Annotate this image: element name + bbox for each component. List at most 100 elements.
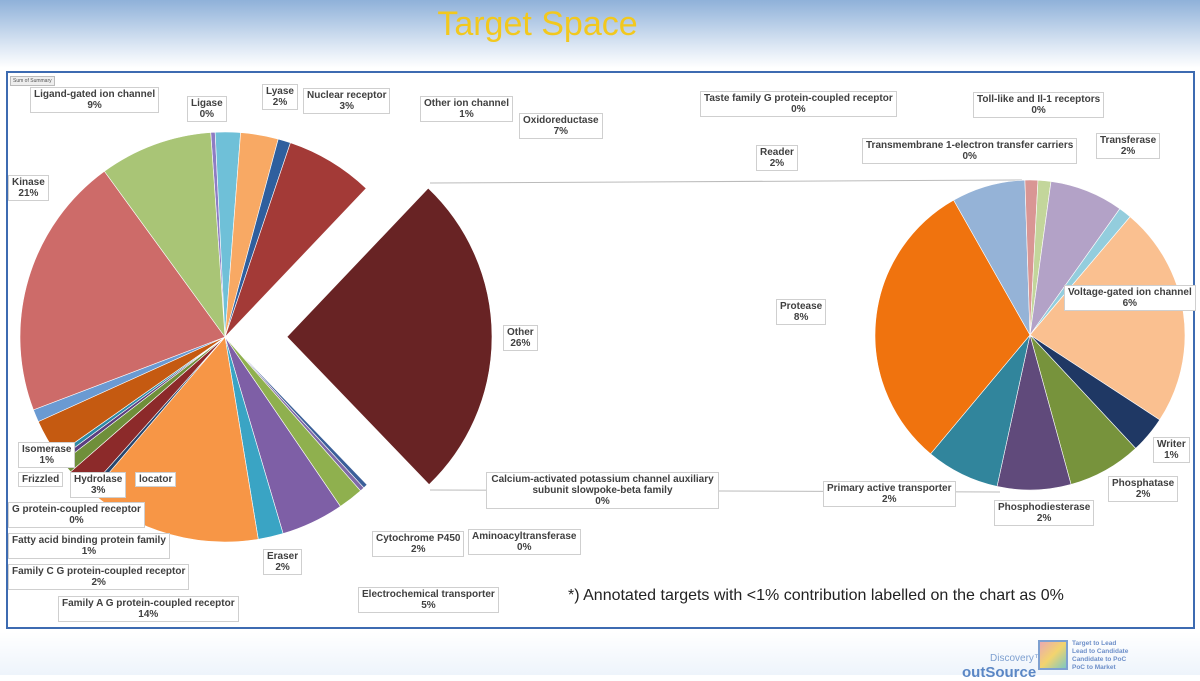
- label-percent: 0%: [595, 496, 610, 507]
- label-percent: 6%: [1122, 298, 1138, 309]
- secondary-data-label: Primary active transporter 2%: [823, 481, 956, 507]
- secondary-slice-protease[interactable]: [874, 199, 1031, 455]
- label-name: Calcium-activated potassium channel auxi…: [491, 474, 714, 496]
- label-percent: 3%: [90, 485, 106, 496]
- label-name: Lyase: [266, 86, 294, 97]
- main-data-label: Kinase 21%: [8, 175, 49, 201]
- main-data-label: Frizzled: [18, 472, 64, 487]
- label-percent: 0%: [199, 109, 215, 120]
- secondary-data-label: Phosphodiesterase 2%: [994, 500, 1095, 526]
- label-name: Taste family G protein-coupled receptor: [704, 93, 893, 104]
- label-name: Isomerase: [22, 444, 72, 455]
- slide-title: Target Space: [437, 5, 638, 43]
- label-percent: 2%: [275, 562, 290, 573]
- header-banner: [0, 0, 1200, 68]
- label-percent: 1%: [459, 109, 474, 120]
- label-percent: 8%: [793, 312, 809, 323]
- main-data-label: Family A G protein-coupled receptor 14%: [58, 596, 239, 622]
- main-data-label: Family C G protein-coupled receptor 2%: [8, 564, 190, 590]
- label-name: Protease: [780, 301, 823, 312]
- main-data-label: Ligand-gated ion channel 9%: [30, 87, 160, 113]
- logo-icon: [1038, 640, 1068, 670]
- pivot-field-tag[interactable]: Sum of Summary: [10, 76, 55, 86]
- label-name: Transmembrane 1-electron transfer carrie…: [866, 140, 1074, 151]
- main-data-label: Calcium-activated potassium channel auxi…: [486, 472, 719, 509]
- connector-line: [429, 179, 1023, 184]
- label-percent: 14%: [138, 609, 159, 620]
- main-data-label: Oxidoreductase 7%: [519, 113, 603, 139]
- label-name: Electrochemical transporter: [362, 589, 495, 600]
- label-percent: 2%: [91, 577, 106, 588]
- label-name: Family C G protein-coupled receptor: [12, 566, 186, 577]
- label-percent: 9%: [87, 100, 102, 111]
- label-percent: 2%: [1036, 513, 1052, 524]
- main-data-label: locator: [135, 472, 177, 487]
- label-name: Transferase: [1100, 135, 1157, 146]
- label-percent: 26%: [510, 338, 531, 349]
- label-name: Aminoacyltransferase: [472, 531, 577, 542]
- main-data-label: Electrochemical transporter 5%: [358, 587, 499, 613]
- label-percent: 2%: [882, 494, 897, 505]
- main-data-label: Other 26%: [503, 325, 538, 351]
- label-percent: 3%: [339, 101, 354, 112]
- main-slice-other[interactable]: [286, 187, 493, 485]
- label-name: Writer: [1157, 439, 1186, 450]
- label-percent: 2%: [1135, 489, 1151, 500]
- label-name: G protein-coupled receptor: [12, 504, 141, 515]
- secondary-data-label: Transferase 2%: [1096, 133, 1161, 159]
- label-name: Kinase: [12, 177, 45, 188]
- label-percent: 0%: [962, 151, 977, 162]
- main-slice-kinase[interactable]: [19, 170, 226, 411]
- brand-logo: Discovery™ outSource: [962, 653, 1044, 681]
- label-percent: 2%: [1120, 146, 1136, 157]
- main-data-label: Nuclear receptor 3%: [303, 88, 391, 114]
- main-slice-oxidoreductase[interactable]: [224, 142, 367, 338]
- label-name: Phosphatase: [1112, 478, 1175, 489]
- label-name: Family A G protein-coupled receptor: [62, 598, 235, 609]
- label-name: Cytochrome P450: [376, 533, 461, 544]
- secondary-data-label: Transmembrane 1-electron transfer carrie…: [862, 138, 1078, 164]
- main-data-label: Aminoacyltransferase 0%: [468, 529, 581, 555]
- footer: [0, 632, 1200, 675]
- label-percent: 5%: [421, 600, 436, 611]
- secondary-data-label: Voltage-gated ion channel 6%: [1064, 285, 1196, 311]
- label-percent: 2%: [769, 158, 785, 169]
- main-slice-family-a-g-protein-coupled-receptor[interactable]: [91, 336, 259, 543]
- label-name: Fatty acid binding protein family: [12, 535, 166, 546]
- main-data-label: Hydrolase 3%: [70, 472, 127, 498]
- main-data-label: Lyase 2%: [262, 84, 298, 110]
- main-data-label: Fatty acid binding protein family 1%: [8, 533, 170, 559]
- secondary-data-label: Phosphatase 2%: [1108, 476, 1179, 502]
- label-percent: 2%: [411, 544, 426, 555]
- label-name: Oxidoreductase: [523, 115, 599, 126]
- label-name: Toll-like and Il-1 receptors: [977, 94, 1101, 105]
- label-percent: 0%: [517, 542, 532, 553]
- label-name: Ligand-gated ion channel: [34, 89, 156, 100]
- label-percent: 2%: [272, 97, 288, 108]
- label-name: Primary active transporter: [827, 483, 952, 494]
- label-name: Eraser: [267, 551, 299, 562]
- label-name: Reader: [760, 147, 794, 158]
- footnote: *) Annotated targets with <1% contributi…: [568, 587, 1064, 604]
- label-name: Nuclear receptor: [307, 90, 387, 101]
- label-percent: 0%: [791, 104, 806, 115]
- secondary-data-label: Protease 8%: [776, 299, 827, 325]
- label-percent: 1%: [39, 455, 54, 466]
- label-percent: 0%: [69, 515, 84, 526]
- main-slice-ligand-gated-ion-channel[interactable]: [103, 132, 226, 339]
- label-percent: 7%: [553, 126, 569, 137]
- secondary-data-label: Reader 2%: [756, 145, 798, 171]
- secondary-slice-writer[interactable]: [1029, 334, 1161, 449]
- label-name: Phosphodiesterase: [998, 502, 1091, 513]
- secondary-data-label: Taste family G protein-coupled receptor 0…: [700, 91, 897, 117]
- label-percent: 1%: [81, 546, 97, 557]
- label-name: Hydrolase: [74, 474, 123, 485]
- main-data-label: Isomerase 1%: [18, 442, 76, 468]
- main-data-label: Other ion channel 1%: [420, 96, 514, 122]
- secondary-data-label: Writer 1%: [1153, 437, 1190, 463]
- label-name: Other: [507, 327, 534, 338]
- secondary-data-label: Toll-like and Il-1 receptors 0%: [973, 92, 1105, 118]
- label-name: Frizzled: [22, 474, 60, 485]
- secondary-slice-voltage-gated-ion-channel[interactable]: [1029, 216, 1186, 421]
